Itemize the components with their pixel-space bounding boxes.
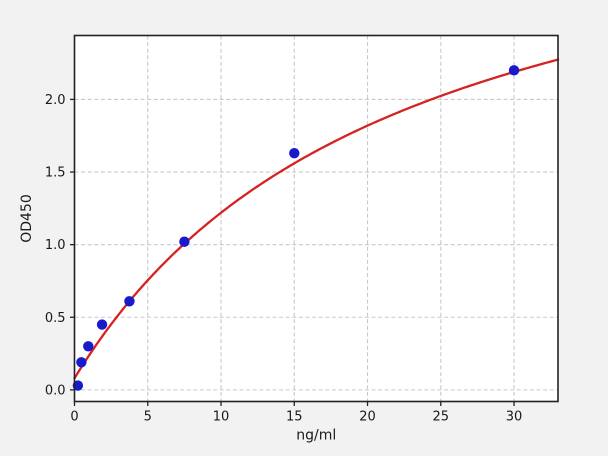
x-tick-label: 20 bbox=[359, 410, 376, 425]
x-tick-label: 15 bbox=[286, 410, 303, 425]
axis-ticks bbox=[70, 98, 515, 406]
y-axis-label: OD450 bbox=[19, 194, 35, 243]
x-tick-label: 10 bbox=[213, 410, 230, 425]
data-point bbox=[289, 147, 300, 159]
x-axis-label: ng/ml bbox=[296, 428, 336, 444]
data-point bbox=[96, 319, 108, 330]
y-tick-label: 1.5 bbox=[45, 166, 66, 181]
tick-labels: 0 5 10 15 20 25 30 0.0 0.5 1.0 1.5 2.0 bbox=[45, 93, 523, 425]
data-point bbox=[179, 236, 190, 247]
y-tick-label: 2.0 bbox=[45, 93, 66, 108]
data-point bbox=[508, 65, 520, 76]
axes-spines bbox=[73, 34, 559, 403]
data-point bbox=[124, 296, 135, 307]
y-tick-label: 0.0 bbox=[45, 383, 66, 398]
y-tick-label: 0.5 bbox=[45, 311, 66, 326]
x-tick-label: 25 bbox=[433, 410, 450, 425]
plot-area bbox=[74, 35, 558, 402]
data-point bbox=[76, 357, 87, 368]
fit-curve bbox=[73, 58, 560, 380]
x-tick-label: 5 bbox=[144, 410, 152, 425]
x-tick-label: 30 bbox=[506, 410, 523, 425]
data-point bbox=[83, 341, 94, 352]
y-tick-label: 1.0 bbox=[45, 238, 66, 253]
x-tick-label: 0 bbox=[70, 410, 78, 425]
